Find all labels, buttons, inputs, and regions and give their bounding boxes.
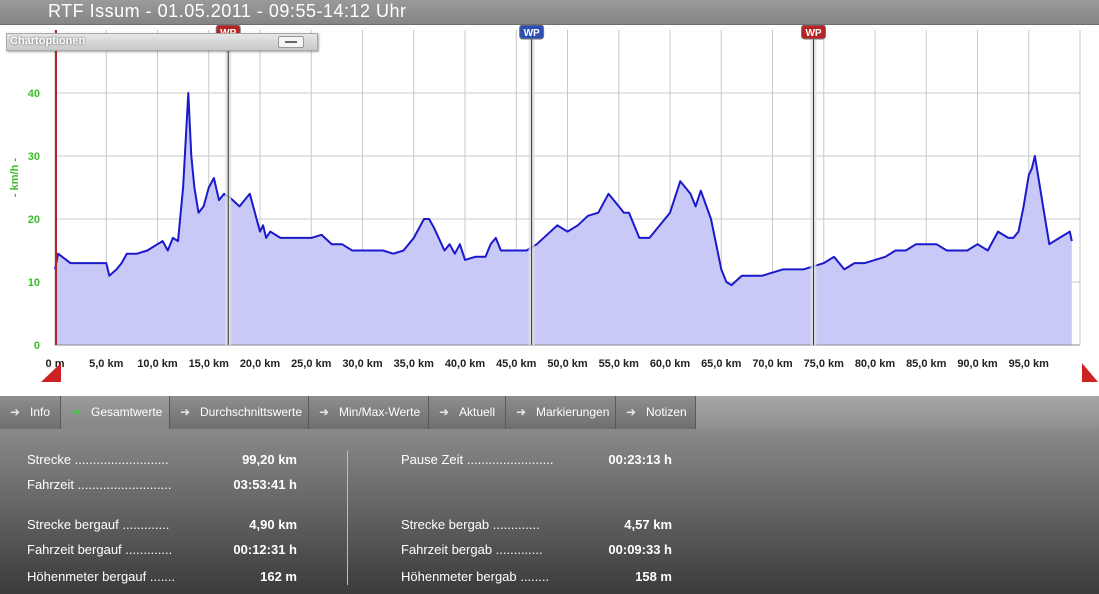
tab-info[interactable]: ➜ Info bbox=[0, 396, 61, 429]
x-tick-label: 40,0 km bbox=[445, 358, 486, 370]
x-tick-label: 50,0 km bbox=[547, 358, 588, 370]
stat-value: 4,57 km bbox=[624, 517, 672, 532]
stats-panel: Strecke .......................... 99,20 … bbox=[0, 429, 1099, 594]
x-tick-label: 95,0 km bbox=[1009, 358, 1050, 370]
tab-label: Info bbox=[30, 405, 51, 419]
stat-label: Fahrzeit bergauf ............. bbox=[27, 542, 173, 557]
tab-gesamtwerte[interactable]: ➜ Gesamtwerte bbox=[61, 396, 170, 429]
x-tick-label: 55,0 km bbox=[599, 358, 640, 370]
y-tick-label: 10 bbox=[28, 277, 40, 289]
speed-line bbox=[54, 92, 1073, 287]
minimize-button[interactable] bbox=[278, 36, 304, 48]
arrow-right-icon: ➜ bbox=[516, 405, 527, 419]
x-tick-label: 10,0 km bbox=[137, 358, 178, 370]
waypoint-badge bbox=[801, 24, 826, 40]
tab-label: Markierungen bbox=[536, 405, 610, 419]
stats-divider bbox=[347, 451, 348, 585]
stat-label: Pause Zeit ........................ bbox=[401, 452, 554, 467]
x-tick-label: 25,0 km bbox=[291, 358, 332, 370]
stat-label: Fahrzeit bergab ............. bbox=[401, 542, 543, 557]
tab-label: Min/Max-Werte bbox=[339, 405, 421, 419]
tab-label: Aktuell bbox=[459, 405, 496, 419]
range-end-handle[interactable] bbox=[1082, 363, 1098, 382]
tab-label: Notizen bbox=[646, 405, 687, 419]
tab-bar: ➜ Info ➜ Gesamtwerte ➜ Durchschnittswerte ➜… bbox=[0, 396, 1099, 429]
x-tick-label: 65,0 km bbox=[701, 358, 742, 370]
x-tick-label: 35,0 km bbox=[394, 358, 435, 370]
y-tick-label: 0 bbox=[34, 340, 40, 352]
arrow-right-icon: ➜ bbox=[10, 405, 21, 419]
title-bar: RTF Issum - 01.05.2011 - 09:55-14:12 Uhr bbox=[0, 0, 1099, 25]
page-title: RTF Issum - 01.05.2011 - 09:55-14:12 Uhr bbox=[48, 1, 407, 21]
x-tick-label: 60,0 km bbox=[650, 358, 691, 370]
waypoint-label: WP bbox=[805, 28, 821, 39]
chart-options-label: Chartoptionen bbox=[10, 35, 86, 47]
x-tick-label: 75,0 km bbox=[804, 358, 845, 370]
stat-label: Höhenmeter bergauf ....... bbox=[27, 569, 176, 584]
tab-label: Durchschnittswerte bbox=[200, 405, 303, 419]
stat-label: Höhenmeter bergab ........ bbox=[401, 569, 550, 584]
stat-value: 162 m bbox=[260, 569, 297, 584]
x-tick-label: 85,0 km bbox=[906, 358, 947, 370]
y-axis-label: - km/h - bbox=[9, 158, 21, 197]
y-tick-label: 40 bbox=[28, 88, 40, 100]
arrow-right-icon: ➜ bbox=[180, 405, 191, 419]
tab-notizen[interactable]: ➜ Notizen bbox=[616, 396, 696, 429]
x-tick-label: 20,0 km bbox=[240, 358, 281, 370]
stat-label: Strecke bergab ............. bbox=[401, 517, 540, 532]
tab-bar-fill bbox=[696, 396, 1099, 429]
x-tick-label: 90,0 km bbox=[957, 358, 998, 370]
speed-area-fill bbox=[55, 93, 1072, 345]
stat-value: 00:23:13 h bbox=[608, 452, 672, 467]
tab-aktuell[interactable]: ➜ Aktuell bbox=[429, 396, 506, 429]
chart-options-panel[interactable]: Chartoptionen bbox=[6, 33, 318, 51]
stat-value: 99,20 km bbox=[242, 452, 297, 467]
tab-min-max-werte[interactable]: ➜ Min/Max-Werte bbox=[309, 396, 429, 429]
arrow-right-icon: ➜ bbox=[626, 405, 637, 419]
stat-label: Strecke bergauf ............. bbox=[27, 517, 170, 532]
x-tick-label: 0 m bbox=[46, 358, 65, 370]
stat-value: 4,90 km bbox=[249, 517, 297, 532]
x-tick-label: 15,0 km bbox=[189, 358, 230, 370]
stat-value: 00:12:31 h bbox=[233, 542, 297, 557]
y-tick-label: 30 bbox=[28, 151, 40, 163]
arrow-right-icon: ➜ bbox=[439, 405, 450, 419]
stat-value: 00:09:33 h bbox=[608, 542, 672, 557]
tab-label: Gesamtwerte bbox=[91, 405, 163, 419]
stat-value: 03:53:41 h bbox=[233, 477, 297, 492]
waypoint-label: WP bbox=[524, 28, 540, 39]
tab-durchschnittswerte[interactable]: ➜ Durchschnittswerte bbox=[170, 396, 309, 429]
arrow-right-icon: ➜ bbox=[319, 405, 330, 419]
stat-label: Fahrzeit .......................... bbox=[27, 477, 172, 492]
range-start-handle[interactable] bbox=[41, 363, 61, 382]
x-tick-label: 70,0 km bbox=[752, 358, 793, 370]
stat-label: Strecke .......................... bbox=[27, 452, 169, 467]
y-tick-label: 20 bbox=[28, 214, 40, 226]
stat-value: 158 m bbox=[635, 569, 672, 584]
waypoint-badge bbox=[519, 24, 545, 40]
x-tick-label: 5,0 km bbox=[89, 358, 123, 370]
tab-markierungen[interactable]: ➜ Markierungen bbox=[506, 396, 616, 429]
arrow-right-icon: ➜ bbox=[71, 405, 82, 419]
x-tick-label: 45,0 km bbox=[496, 358, 537, 370]
x-tick-label: 80,0 km bbox=[855, 358, 896, 370]
x-tick-label: 30,0 km bbox=[342, 358, 383, 370]
